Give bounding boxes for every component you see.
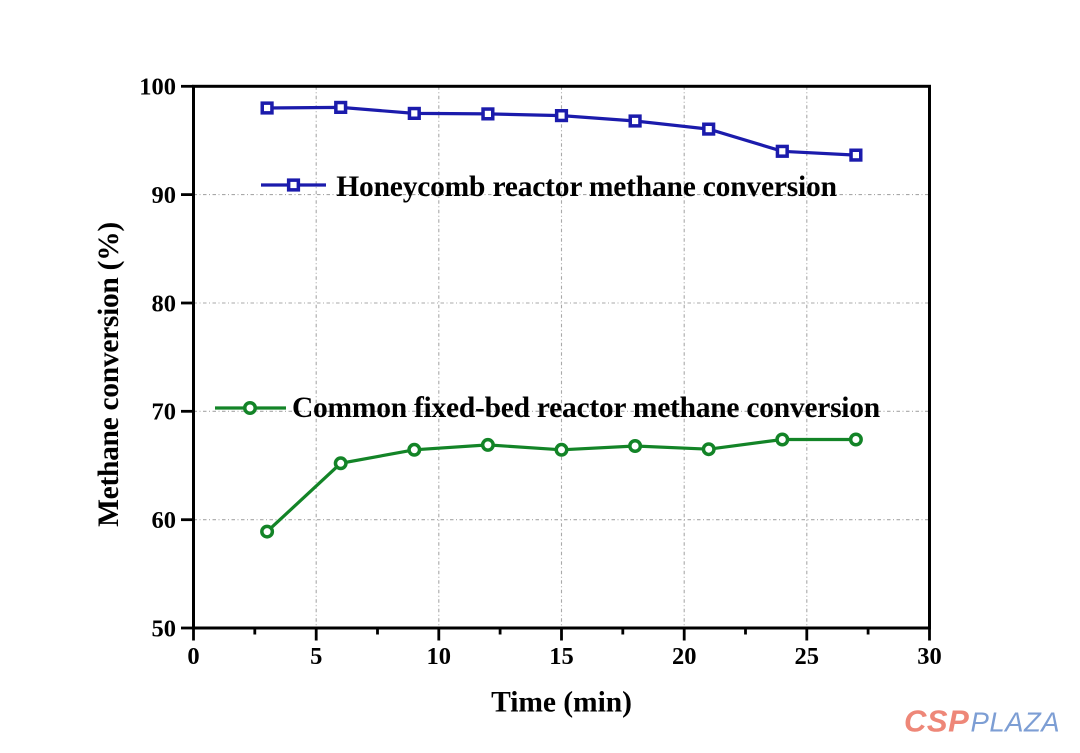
svg-text:Honeycomb reactor methane conv: Honeycomb reactor methane conversion (336, 171, 837, 203)
svg-text:10: 10 (427, 643, 452, 670)
svg-text:50: 50 (152, 615, 177, 642)
svg-text:Time (min): Time (min) (491, 687, 632, 719)
svg-text:20: 20 (672, 643, 697, 670)
svg-text:PLAZA: PLAZA (971, 707, 1061, 738)
svg-text:Common fixed-bed reactor metha: Common fixed-bed reactor methane convers… (292, 392, 880, 424)
svg-text:30: 30 (917, 643, 942, 670)
svg-text:CSP: CSP (904, 704, 969, 739)
svg-text:25: 25 (795, 643, 820, 670)
svg-text:80: 80 (152, 290, 177, 317)
svg-text:100: 100 (139, 74, 176, 101)
svg-text:0: 0 (187, 643, 199, 670)
svg-text:90: 90 (152, 182, 177, 209)
svg-text:Methane conversion (%): Methane conversion (%) (93, 222, 125, 527)
svg-text:15: 15 (549, 643, 574, 670)
svg-text:5: 5 (310, 643, 322, 670)
svg-text:60: 60 (152, 507, 177, 534)
svg-text:70: 70 (152, 399, 177, 426)
